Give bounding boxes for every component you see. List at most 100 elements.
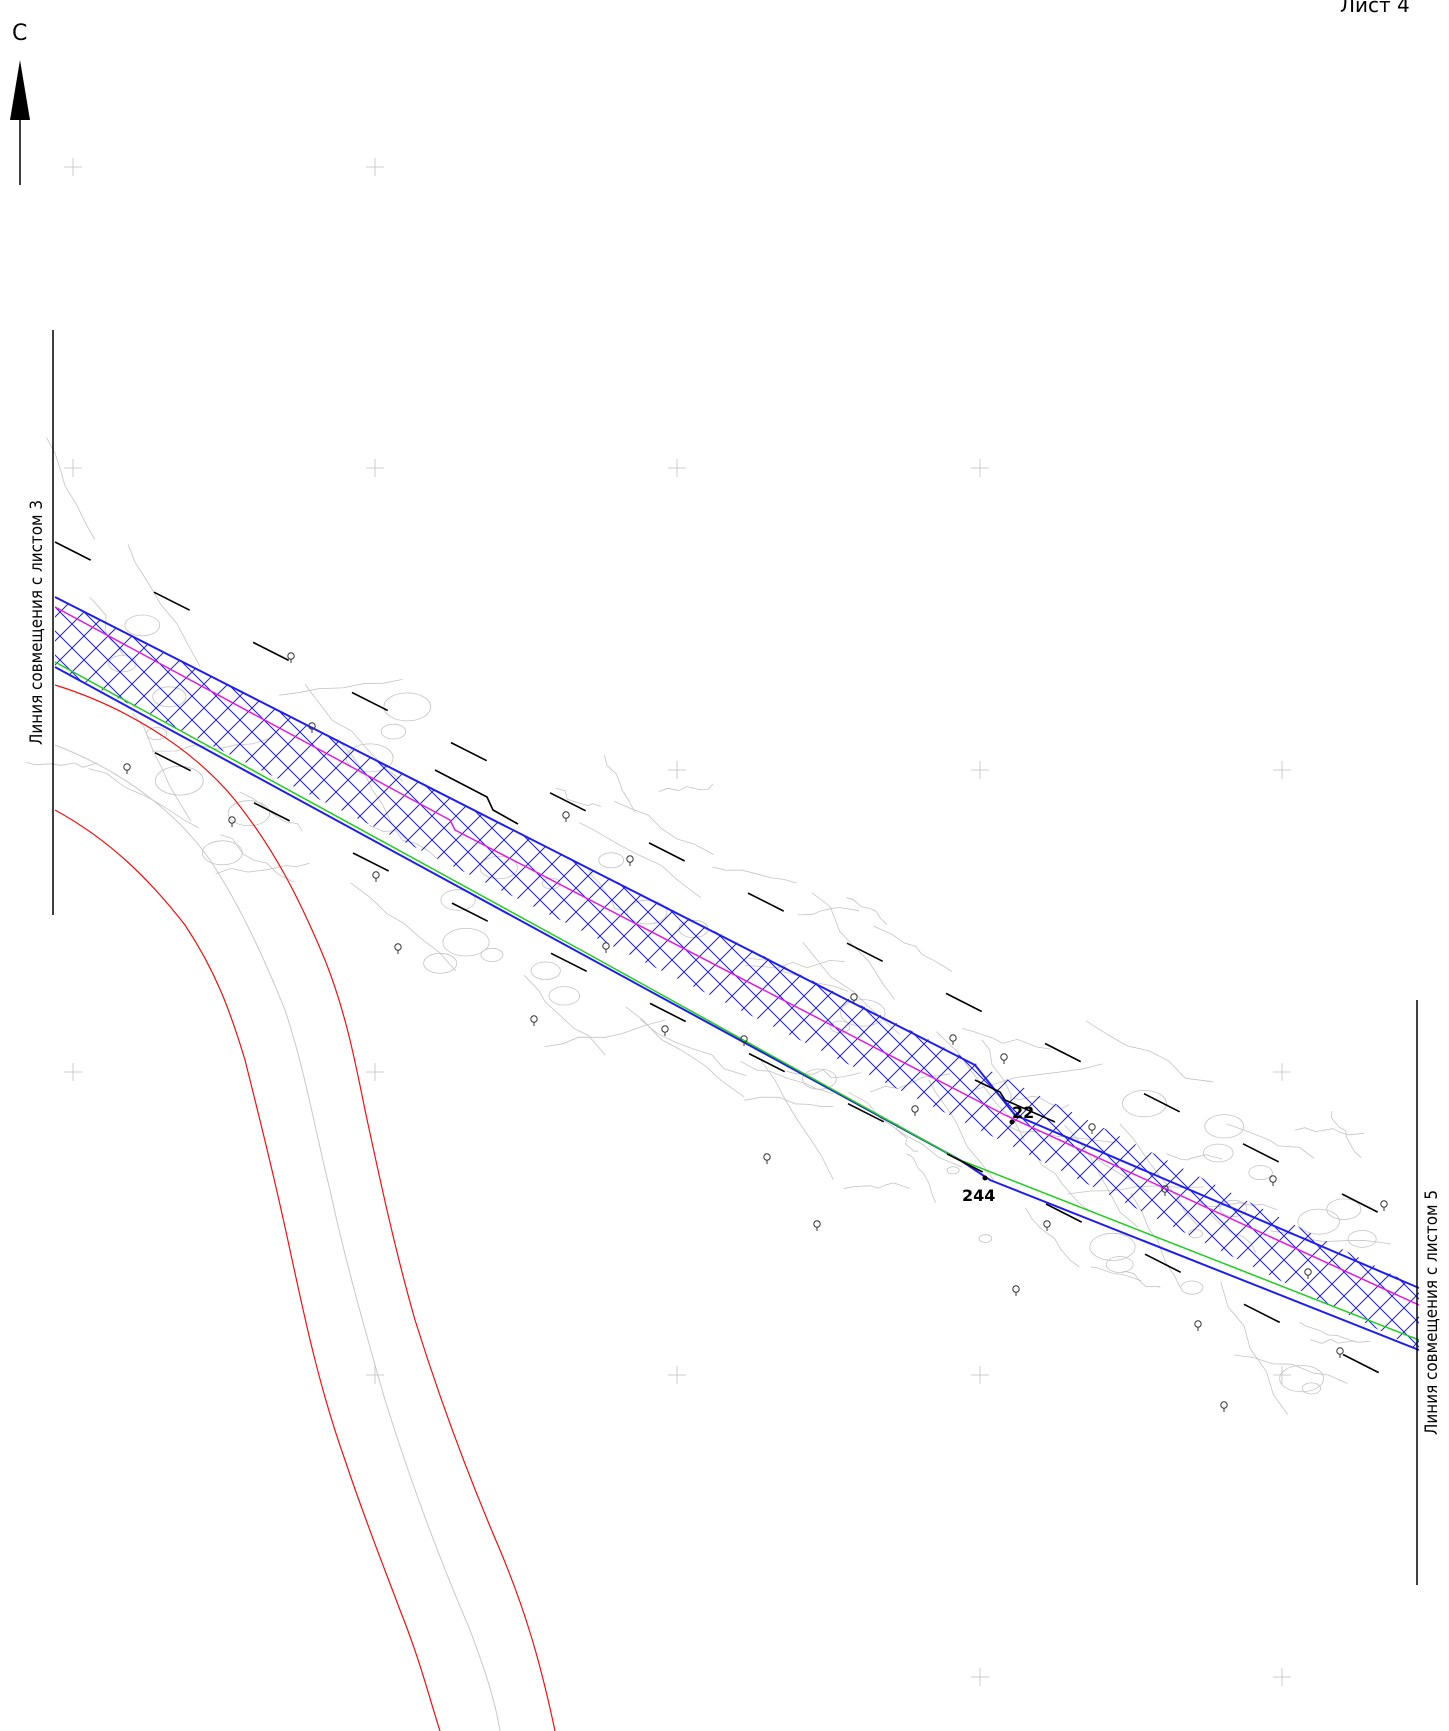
tree-icon bbox=[1194, 1320, 1202, 1331]
tree-icon bbox=[530, 1015, 538, 1026]
contour-line bbox=[1130, 1192, 1181, 1288]
dash-mark bbox=[1342, 1353, 1380, 1374]
contour-loop bbox=[1248, 1165, 1273, 1181]
dash-mark bbox=[747, 892, 785, 912]
grid-cross-icon bbox=[668, 1366, 686, 1384]
tree-icon bbox=[228, 816, 236, 827]
contour-line bbox=[279, 679, 403, 696]
contour-line bbox=[744, 1096, 834, 1108]
dash-mark-step bbox=[974, 1079, 1056, 1123]
contour-line bbox=[1330, 1110, 1362, 1159]
dash-mark bbox=[1044, 1042, 1082, 1063]
grid-crosses bbox=[64, 158, 1291, 1686]
boundary-point-244: 244 bbox=[962, 1175, 995, 1205]
contour-line bbox=[740, 1060, 834, 1095]
point-label-22: 22 bbox=[1012, 1103, 1034, 1122]
tree-icon bbox=[740, 1035, 748, 1046]
contour-line bbox=[127, 544, 201, 668]
contour-line bbox=[906, 1153, 937, 1203]
grid-cross-icon bbox=[668, 459, 686, 477]
tree-icon bbox=[562, 811, 570, 822]
tree-icon bbox=[1088, 1123, 1096, 1134]
contour-line bbox=[658, 783, 714, 792]
grid-cross-icon bbox=[668, 761, 686, 779]
contour-line bbox=[25, 761, 98, 768]
contour-loop bbox=[1204, 1114, 1245, 1139]
tree-icon bbox=[123, 763, 131, 774]
grid-cross-icon bbox=[366, 1063, 384, 1081]
contour-line bbox=[1090, 1266, 1142, 1282]
contour-loop bbox=[978, 1234, 993, 1243]
contour-loop bbox=[124, 614, 161, 637]
contour-line bbox=[1121, 1270, 1161, 1289]
grid-cross-icon bbox=[1273, 1063, 1291, 1081]
contour-loop bbox=[423, 952, 458, 974]
contour-line bbox=[1310, 1338, 1371, 1344]
dash-mark bbox=[1243, 1303, 1281, 1324]
point-label-244: 244 bbox=[962, 1186, 995, 1205]
contour-line bbox=[613, 800, 714, 855]
contour-line bbox=[215, 862, 310, 875]
tree-icon bbox=[372, 871, 380, 882]
dash-mark bbox=[1242, 1143, 1280, 1163]
north-arrow-icon: С bbox=[10, 21, 30, 185]
contour-line bbox=[523, 974, 606, 1056]
grid-cross-icon bbox=[366, 158, 384, 176]
tree-icon bbox=[1161, 1185, 1169, 1196]
contour-line bbox=[639, 1018, 747, 1076]
contour-line bbox=[1294, 1127, 1365, 1136]
boundary-point-22: 22 bbox=[1009, 1103, 1034, 1125]
tree-icon bbox=[1380, 1200, 1388, 1211]
tree-icon bbox=[1012, 1285, 1020, 1296]
dash-mark bbox=[550, 952, 588, 973]
dash-mark bbox=[945, 992, 983, 1013]
contour-line bbox=[712, 866, 797, 884]
dash-mark bbox=[154, 751, 192, 772]
dash-mark bbox=[748, 1052, 786, 1073]
contour-line bbox=[843, 1182, 910, 1190]
contour-loop bbox=[1202, 1143, 1234, 1163]
tree-icon bbox=[1220, 1401, 1228, 1412]
contour-line bbox=[88, 768, 200, 829]
grid-cross-icon bbox=[64, 158, 82, 176]
tree-icon bbox=[763, 1153, 771, 1164]
contour-line bbox=[873, 925, 953, 972]
grid-cross-icon bbox=[1273, 1366, 1291, 1384]
tree-icon bbox=[394, 943, 402, 954]
contour-loop bbox=[383, 692, 432, 722]
contour-line bbox=[46, 437, 96, 540]
contour-loop bbox=[548, 986, 581, 1006]
river-bank-left bbox=[54, 809, 441, 1731]
contour-loop bbox=[154, 765, 204, 796]
contour-line bbox=[132, 712, 192, 822]
dash-mark bbox=[549, 792, 587, 812]
contour-line bbox=[604, 754, 636, 813]
grid-cross-icon bbox=[1273, 761, 1291, 779]
contour-line bbox=[962, 1028, 1051, 1050]
contour-loop bbox=[1347, 1230, 1377, 1248]
contour-line bbox=[893, 1123, 918, 1152]
contour-loop bbox=[530, 961, 561, 981]
contour-line bbox=[1025, 1207, 1080, 1268]
contour-loop bbox=[227, 800, 271, 827]
tree-icon bbox=[308, 722, 316, 733]
dash-mark bbox=[648, 842, 686, 862]
grid-cross-icon bbox=[1273, 1668, 1291, 1686]
tree-icon bbox=[949, 1034, 957, 1045]
tree-icon bbox=[850, 993, 858, 1004]
contour-loop bbox=[380, 723, 407, 740]
tree-symbols bbox=[123, 652, 1388, 1412]
dash-mark bbox=[649, 1002, 687, 1023]
dash-mark bbox=[252, 641, 290, 662]
match-line-right-label: Линия совмещения с листом 5 bbox=[1422, 1190, 1442, 1435]
tree-icon bbox=[661, 1025, 669, 1036]
contour-loop bbox=[1326, 1198, 1362, 1220]
grid-cross-icon bbox=[366, 1366, 384, 1384]
dash-mark bbox=[54, 541, 92, 561]
tree-icon bbox=[1304, 1268, 1312, 1279]
contour-line bbox=[625, 1006, 745, 1098]
contour-line bbox=[350, 882, 457, 972]
dash-mark-step bbox=[434, 769, 519, 825]
contour-line bbox=[760, 1060, 834, 1181]
